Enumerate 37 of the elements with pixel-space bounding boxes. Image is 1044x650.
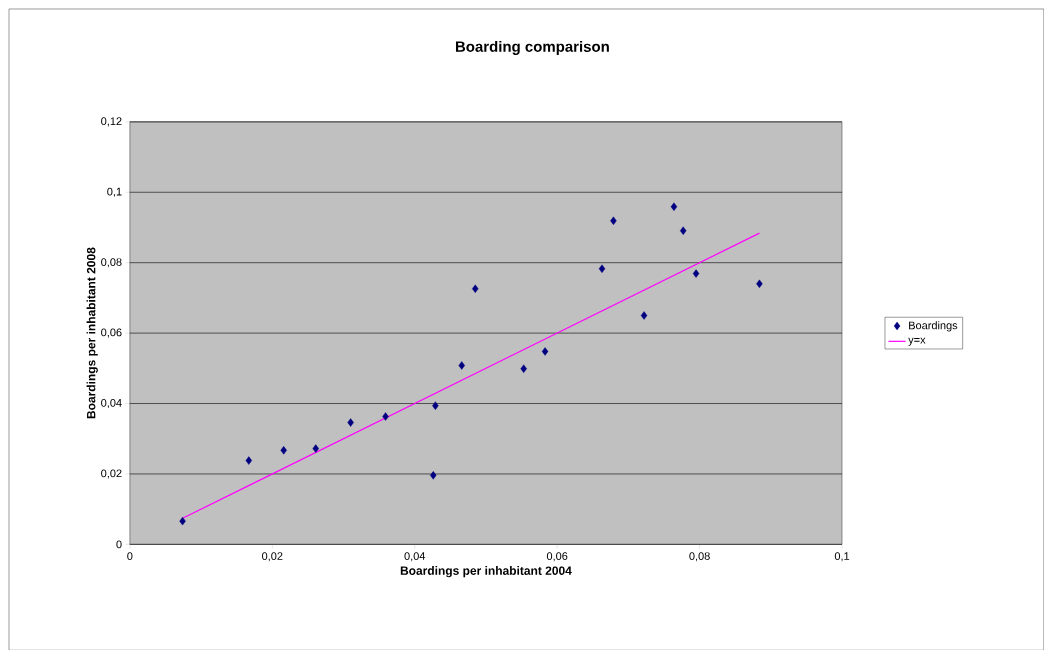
point [280, 445, 287, 455]
x-axis-title: Boardings per inhabitant 2004 [400, 565, 572, 578]
point [756, 279, 763, 288]
point [347, 418, 354, 427]
x-tick-label: 0,1 [834, 551, 850, 562]
x-tick-label: 0,02 [262, 551, 283, 562]
point [430, 470, 437, 480]
point [541, 347, 549, 356]
point [670, 202, 678, 211]
point [640, 311, 648, 320]
chart-title: Boarding comparison [455, 40, 609, 55]
point [598, 264, 606, 273]
x-tick-label: 0 [127, 551, 133, 560]
point [179, 516, 186, 526]
point [520, 364, 527, 373]
x-tick-label: 0,06 [546, 551, 568, 562]
y-tick-label: 0,12 [101, 117, 122, 127]
point [458, 361, 465, 370]
point [610, 216, 617, 225]
x-tick-label: 0,08 [689, 551, 710, 562]
y-tick-label: 0 [116, 540, 122, 549]
point [312, 444, 319, 453]
point [680, 226, 687, 235]
point [472, 284, 479, 293]
y-tick-label: 0,06 [101, 328, 122, 338]
y-tick-label: 0,04 [101, 398, 122, 408]
point [245, 456, 252, 465]
y-tick-label: 0,08 [101, 257, 122, 268]
point [382, 412, 389, 421]
x-tick-label: 0,04 [404, 551, 426, 562]
y-tick-label: 0,02 [101, 469, 122, 479]
point [432, 401, 439, 410]
legend-label: y=x [908, 337, 926, 346]
point [692, 269, 700, 278]
y-tick-label: 0,1 [107, 187, 122, 197]
legend-label: Boardings [909, 321, 958, 332]
y-axis-title: Boardings per inhabitant 2008 [86, 247, 98, 419]
